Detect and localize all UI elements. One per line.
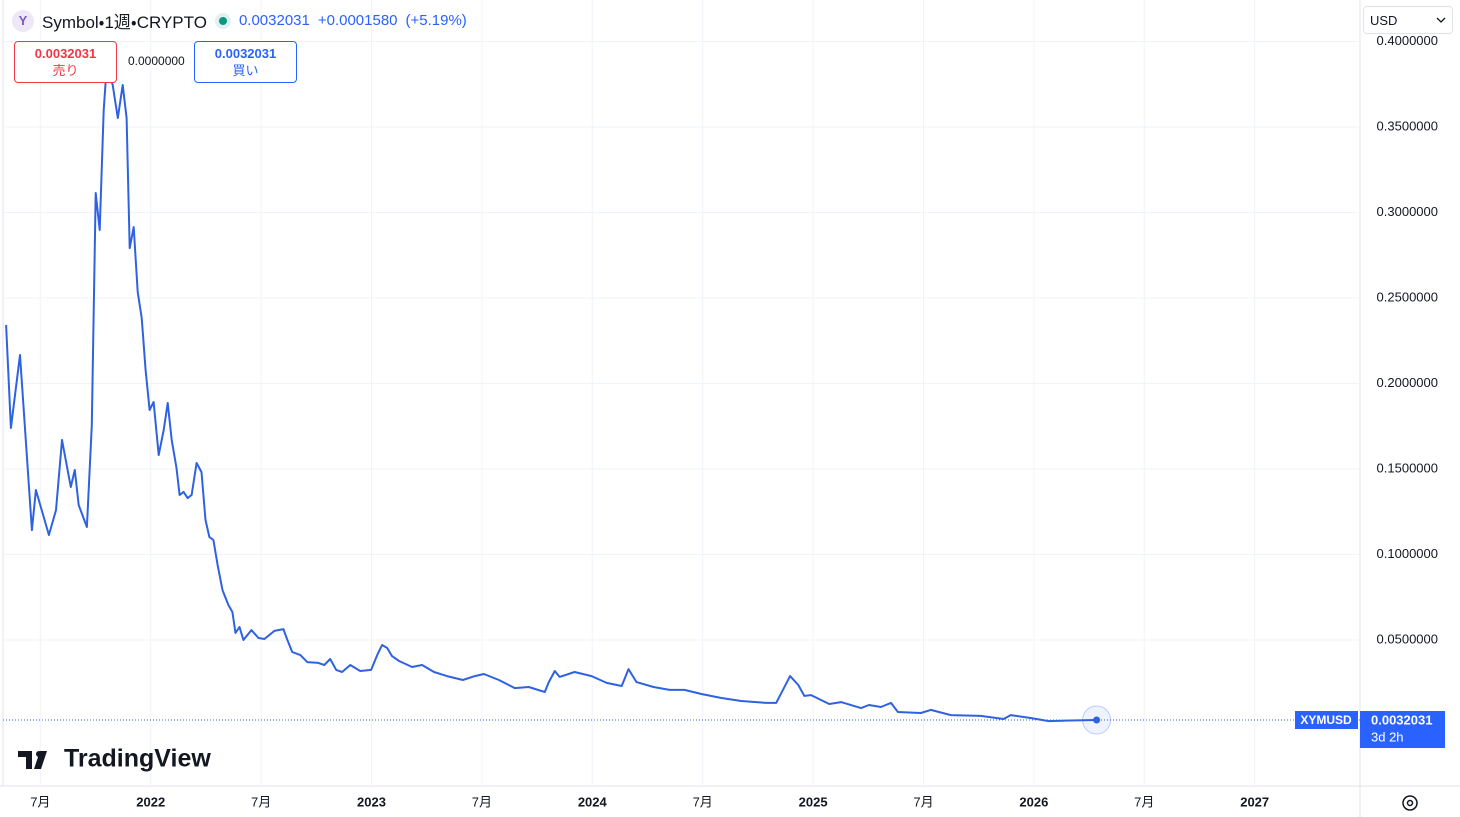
symbol-icon: Y bbox=[12, 9, 34, 32]
gear-center[interactable] bbox=[1406, 799, 1414, 807]
x-tick-label: 2022 bbox=[136, 794, 165, 809]
price-tag bbox=[1360, 711, 1445, 749]
y-tick-label: 0.4000000 bbox=[1377, 33, 1438, 48]
x-tick-label: 7月 bbox=[913, 794, 933, 809]
spread: 0.0000000 bbox=[128, 54, 185, 68]
logo-dot bbox=[36, 751, 42, 757]
currency-select[interactable]: USD bbox=[1363, 6, 1453, 34]
buy-button[interactable]: 0.0032031 買い bbox=[194, 41, 297, 83]
gear[interactable] bbox=[1402, 795, 1418, 811]
price-tag-value: 0.0032031 bbox=[1371, 712, 1432, 727]
price-line bbox=[5, 64, 1097, 723]
x-tick-label: 2026 bbox=[1019, 794, 1048, 809]
x-tick-label: 7月 bbox=[693, 794, 713, 809]
symbol-tag-label: XYMUSD bbox=[1300, 713, 1352, 727]
logo: TradingView bbox=[18, 745, 211, 773]
symbol-tag bbox=[1295, 711, 1358, 730]
buy-label[interactable]: 買い bbox=[232, 63, 259, 78]
sell-button[interactable]: 0.0032031 売り bbox=[14, 41, 117, 83]
x-tick-label: 2023 bbox=[357, 794, 386, 809]
market-status bbox=[214, 12, 231, 29]
y-tick-label: 0.0500000 bbox=[1377, 631, 1438, 646]
sell-label[interactable]: 売り bbox=[52, 63, 79, 78]
settings-icon[interactable] bbox=[1402, 795, 1418, 811]
symbol[interactable]: Symbol・1週・CRYPTO bbox=[42, 13, 207, 32]
chevron bbox=[1436, 17, 1446, 23]
currency[interactable]: USD bbox=[1370, 12, 1398, 28]
y-tick-label: 0.3500000 bbox=[1377, 118, 1438, 133]
logo-text: TradingView bbox=[64, 745, 211, 773]
price-change-pct: (+5.19%) bbox=[405, 12, 467, 29]
y-tick-label: 0.2000000 bbox=[1377, 375, 1438, 390]
price-tag-countdown: 3d 2h bbox=[1371, 729, 1404, 744]
sell-price[interactable]: 0.0032031 bbox=[34, 46, 97, 61]
x-tick-label: 7月 bbox=[472, 794, 492, 809]
buy-price[interactable]: 0.0032031 bbox=[214, 46, 277, 61]
last-price: 0.0032031 bbox=[238, 12, 310, 29]
y-tick-label: 0.1000000 bbox=[1377, 546, 1438, 561]
y-tick-label: 0.2500000 bbox=[1377, 289, 1438, 304]
y-tick-label: 0.1500000 bbox=[1377, 460, 1438, 475]
axis-labels: 0.0500000 0.1000000 0.1500000 0.2000000 0.25… bbox=[30, 33, 1445, 809]
x-tick-label: 2027 bbox=[1240, 794, 1269, 809]
price-change: +0.0001580 bbox=[317, 12, 398, 29]
x-tick-label: 2024 bbox=[578, 794, 608, 809]
y-tick-label: 0.3000000 bbox=[1377, 204, 1438, 219]
x-tick-label: 7月 bbox=[30, 794, 50, 809]
last-point bbox=[1093, 716, 1101, 724]
legend: Y Symbol・1週・CRYPTO 0.0032031 +0.0001580 … bbox=[12, 8, 467, 33]
plot bbox=[3, 64, 1360, 735]
x-tick-label: 7月 bbox=[1134, 794, 1154, 809]
x-tick-label: 2025 bbox=[799, 794, 828, 809]
x-tick-label: 7月 bbox=[251, 794, 271, 809]
